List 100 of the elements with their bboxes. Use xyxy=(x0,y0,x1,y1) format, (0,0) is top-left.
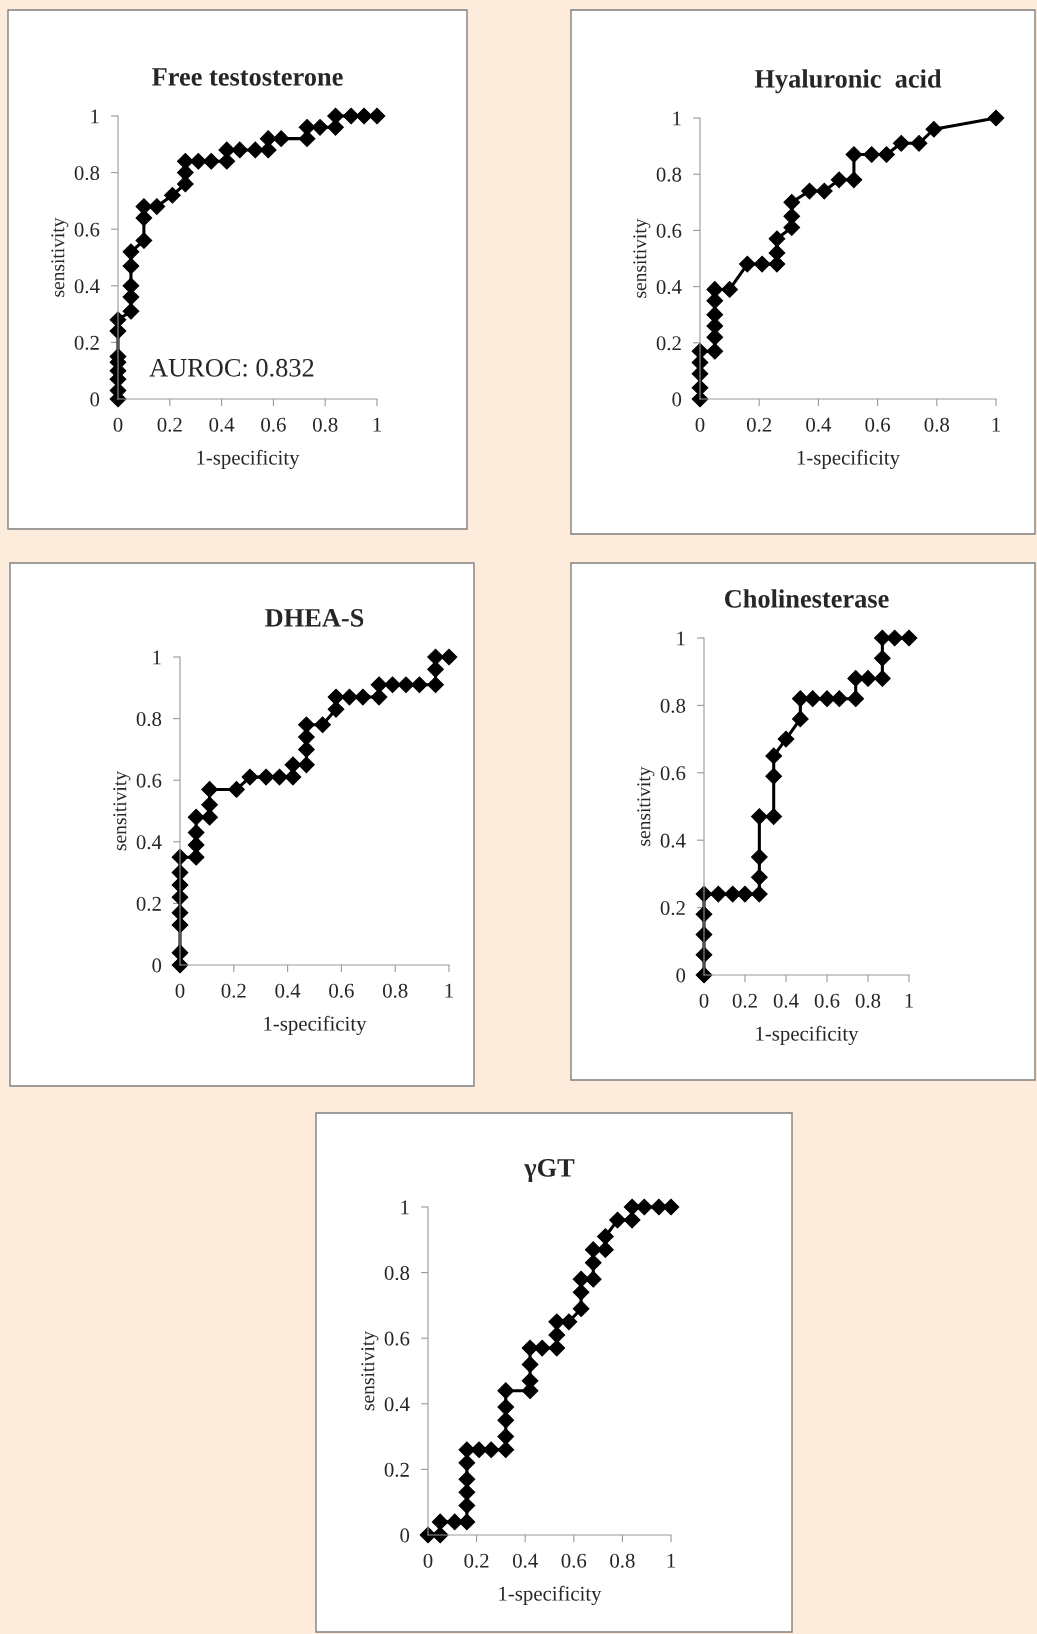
point xyxy=(753,255,771,273)
point xyxy=(122,302,140,320)
point xyxy=(878,146,895,163)
x-tick-label: 0 xyxy=(175,983,185,998)
x-tick-label: 0.4 xyxy=(806,417,832,432)
point xyxy=(521,1356,539,1373)
x-axis-title: 1-specificity xyxy=(197,449,300,469)
x-tick-label: 0 xyxy=(699,993,709,1008)
x-tick-label: 0.8 xyxy=(924,417,950,432)
x-axis-title: 1-specificity xyxy=(756,1025,859,1045)
y-tick-label: 0.2 xyxy=(656,336,681,351)
point xyxy=(122,243,140,261)
point xyxy=(370,688,388,706)
x-tick-label: 0.6 xyxy=(329,983,354,998)
point xyxy=(765,808,783,825)
y-tick-label: 0 xyxy=(400,1528,410,1543)
x-tick-label: 0 xyxy=(113,417,123,432)
point xyxy=(548,1326,566,1344)
x-tick-label: 1 xyxy=(905,993,913,1008)
point xyxy=(873,629,891,647)
chart-title: Hyaluronic acid xyxy=(754,69,942,94)
point xyxy=(458,1483,476,1501)
point xyxy=(768,230,786,248)
y-axis-title: sensitivity xyxy=(361,1331,379,1411)
x-tick-label: 0.8 xyxy=(312,417,338,432)
x-tick-label: 0.2 xyxy=(464,1553,489,1568)
point xyxy=(122,257,140,275)
point xyxy=(859,670,877,687)
point xyxy=(135,232,153,249)
y-axis-title: sensitivity xyxy=(633,218,651,298)
point xyxy=(750,885,768,903)
y-axis-title: sensitivity xyxy=(637,766,655,846)
chart-title: DHEA-S xyxy=(265,608,364,627)
point xyxy=(187,824,205,841)
y-tick-label: 0.2 xyxy=(74,335,99,350)
x-tick-label: 0.6 xyxy=(561,1553,587,1568)
y-tick-label: 0 xyxy=(90,392,100,407)
x-tick-label: 1 xyxy=(445,983,453,998)
x-tick-label: 1 xyxy=(373,417,381,432)
y-tick-label: 0 xyxy=(672,392,682,407)
point xyxy=(572,1283,590,1301)
point xyxy=(187,808,205,826)
y-tick-label: 0.6 xyxy=(656,223,682,238)
y-tick-label: 0.4 xyxy=(656,279,682,295)
point xyxy=(765,767,783,785)
point xyxy=(597,1228,614,1245)
y-tick-label: 0.2 xyxy=(660,900,685,916)
x-tick-label: 0.6 xyxy=(865,417,890,432)
point xyxy=(431,1513,449,1531)
point xyxy=(783,193,801,211)
point xyxy=(458,1454,476,1472)
point xyxy=(609,1211,626,1229)
point xyxy=(397,676,415,694)
point xyxy=(830,171,848,189)
point xyxy=(228,781,245,798)
point xyxy=(311,118,329,136)
y-tick-label: 0.6 xyxy=(384,1331,410,1346)
point xyxy=(176,152,194,170)
point xyxy=(845,171,863,189)
point xyxy=(497,1398,515,1416)
point xyxy=(750,808,768,825)
y-axis-title: sensitivity xyxy=(113,771,131,851)
point xyxy=(384,676,401,694)
point xyxy=(721,281,738,298)
x-tick-label: 0 xyxy=(423,1553,433,1568)
point xyxy=(560,1313,578,1331)
x-tick-label: 0.4 xyxy=(275,983,301,998)
point xyxy=(148,198,166,215)
x-tick-label: 0.6 xyxy=(814,993,840,1008)
point xyxy=(736,885,754,903)
x-axis-title: 1-specificity xyxy=(797,449,900,469)
point xyxy=(750,868,768,886)
point xyxy=(427,648,444,666)
x-tick-label: 0.8 xyxy=(855,993,881,1008)
point xyxy=(458,1470,476,1488)
point xyxy=(354,688,372,706)
x-tick-label: 0 xyxy=(695,417,705,432)
point xyxy=(847,690,865,708)
point xyxy=(246,141,264,159)
point xyxy=(342,107,360,125)
y-tick-label: 0.4 xyxy=(384,1397,410,1412)
point xyxy=(427,676,444,694)
point xyxy=(202,152,220,170)
point xyxy=(257,768,275,786)
point xyxy=(818,690,836,708)
point xyxy=(791,710,809,728)
point xyxy=(738,255,756,273)
y-tick-label: 0.8 xyxy=(136,711,162,727)
point xyxy=(572,1270,590,1288)
point xyxy=(845,146,863,163)
point xyxy=(201,781,218,798)
y-tick-label: 0.6 xyxy=(136,773,162,788)
point xyxy=(804,690,822,708)
point xyxy=(135,198,153,215)
y-tick-label: 0.4 xyxy=(136,835,162,850)
point xyxy=(164,186,181,204)
y-axis-title: sensitivity xyxy=(51,217,69,297)
point xyxy=(863,146,881,163)
y-tick-label: 0.8 xyxy=(384,1265,410,1281)
point xyxy=(497,1441,515,1459)
